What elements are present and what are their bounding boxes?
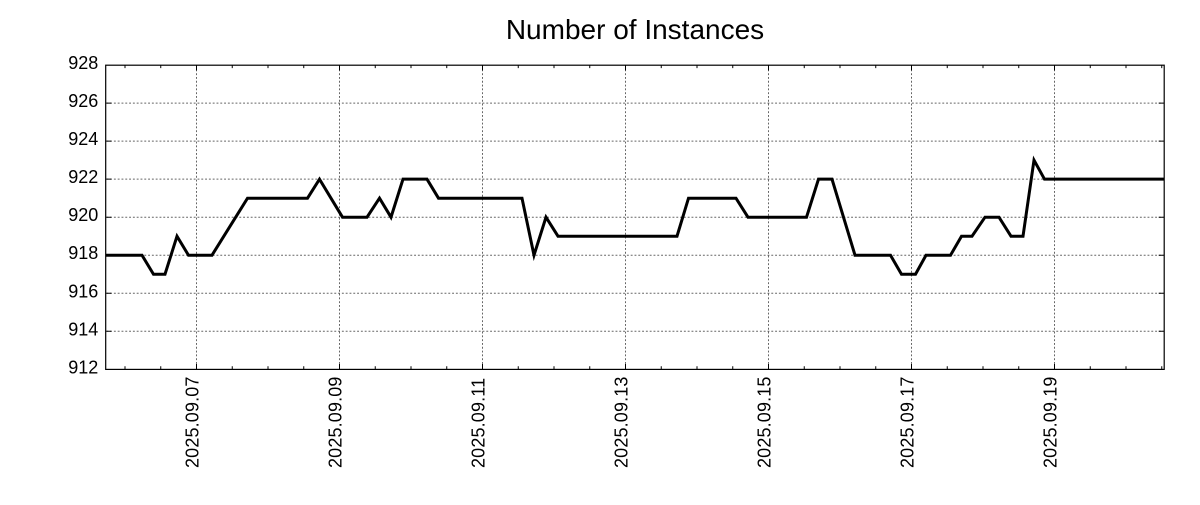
svg-text:916: 916 [68, 281, 98, 301]
svg-text:2025.09.13: 2025.09.13 [612, 376, 632, 468]
svg-text:2025.09.17: 2025.09.17 [898, 376, 918, 468]
svg-text:928: 928 [68, 53, 98, 73]
svg-text:926: 926 [68, 91, 98, 111]
svg-text:918: 918 [68, 243, 98, 263]
svg-text:2025.09.11: 2025.09.11 [469, 378, 489, 468]
svg-text:924: 924 [68, 129, 98, 149]
svg-text:914: 914 [68, 319, 98, 339]
svg-text:2025.09.09: 2025.09.09 [326, 376, 346, 468]
svg-text:922: 922 [68, 167, 98, 187]
svg-text:2025.09.15: 2025.09.15 [755, 376, 775, 468]
svg-text:920: 920 [68, 205, 98, 225]
svg-text:912: 912 [68, 357, 98, 377]
svg-text:Number of Instances: Number of Instances [506, 14, 764, 45]
svg-text:2025.09.19: 2025.09.19 [1041, 376, 1061, 468]
svg-text:2025.09.07: 2025.09.07 [183, 376, 203, 468]
